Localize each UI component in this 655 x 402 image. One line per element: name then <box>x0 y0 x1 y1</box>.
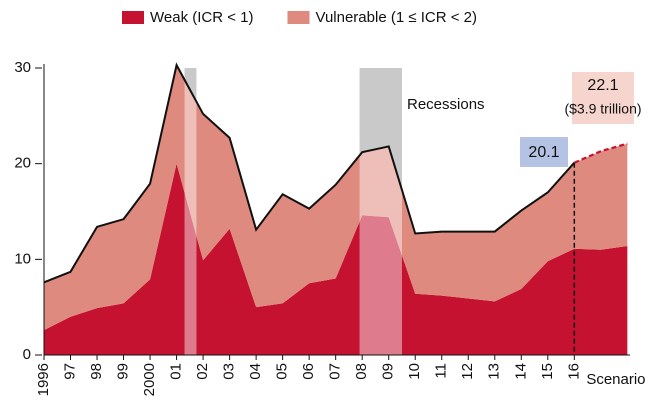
annotation-box <box>520 137 568 167</box>
recessions-label: Recessions <box>407 96 485 113</box>
total-line <box>43 62 576 284</box>
x-tick-label: 09 <box>380 363 397 380</box>
x-tick-label: 12 <box>459 363 476 380</box>
annotation-sublabel: ($3.9 trillion) <box>564 101 641 117</box>
x-tick-label: 10 <box>406 363 423 380</box>
y-tick-label: 20 <box>14 155 31 172</box>
legend-swatch <box>122 11 144 24</box>
x-tick-label: 14 <box>512 363 529 380</box>
x-tick-label: 06 <box>300 363 317 380</box>
x-tick-label: 01 <box>168 363 185 380</box>
y-tick-label: 10 <box>14 250 31 267</box>
legend-swatch <box>287 11 310 24</box>
x-tick-label: 07 <box>327 363 344 380</box>
x-tick-label: 05 <box>274 363 291 380</box>
area-vulnerable <box>44 65 628 331</box>
scenario-line <box>573 142 628 164</box>
x-tick-label: 97 <box>61 363 78 380</box>
legend-label: Weak (ICR < 1) <box>150 9 254 26</box>
x-tick-label: 98 <box>88 363 105 380</box>
x-tick-label: 11 <box>433 363 450 379</box>
x-tick-label: 04 <box>247 363 264 380</box>
annotation-label: 20.1 <box>528 144 559 161</box>
x-tick-label: 16 <box>565 363 582 380</box>
annotation-label: 22.1 <box>587 77 618 94</box>
y-tick-label: 30 <box>14 59 31 76</box>
x-tick-label: 1996 <box>35 363 52 396</box>
annotation-box <box>572 72 634 124</box>
x-tick-label: 03 <box>221 363 238 380</box>
y-tick-label: 0 <box>23 346 31 363</box>
x-tick-label: 2000 <box>141 363 158 396</box>
x-tick-label: 99 <box>115 363 132 380</box>
scenario-label: Scenario <box>586 371 645 388</box>
x-tick-label: 15 <box>539 363 556 380</box>
area-weak <box>44 163 628 355</box>
legend-label: Vulnerable (1 ≤ ICR < 2) <box>316 9 478 26</box>
recession-overlay <box>184 68 197 355</box>
x-tick-label: 13 <box>486 363 503 380</box>
x-tick-label: 02 <box>194 363 211 380</box>
x-tick-label: 08 <box>353 363 370 380</box>
